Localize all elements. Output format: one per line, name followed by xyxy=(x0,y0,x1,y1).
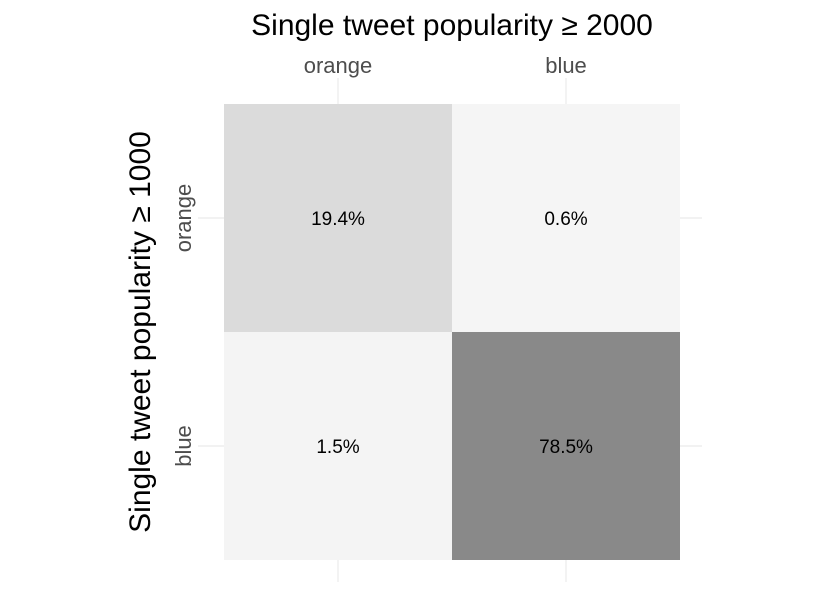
x-tick-label-blue: blue xyxy=(545,53,587,78)
heatmap-cell-blue-blue xyxy=(452,332,680,560)
x-tick-label-orange: orange xyxy=(304,53,373,78)
heatmap-cells xyxy=(224,104,680,560)
y-axis-title: Single tweet popularity ≥ 1000 xyxy=(124,131,157,533)
cell-label-orange-orange: 19.4% xyxy=(311,209,365,230)
y-tick-label-orange: orange xyxy=(171,184,196,253)
cell-label-orange-blue: 0.6% xyxy=(544,209,587,230)
y-tick-label-blue: blue xyxy=(171,425,196,467)
cell-labels: 19.4% 0.6% 1.5% 78.5% xyxy=(311,209,593,458)
cell-label-blue-blue: 78.5% xyxy=(539,437,593,458)
heatmap-cell-orange-orange xyxy=(224,104,452,332)
heatmap-cell-blue-orange xyxy=(224,332,452,560)
cell-label-blue-orange: 1.5% xyxy=(316,437,359,458)
heatmap-cell-orange-blue xyxy=(452,104,680,332)
x-axis-title: Single tweet popularity ≥ 2000 xyxy=(251,9,653,42)
tick-labels: orange blue orange blue xyxy=(171,53,587,467)
